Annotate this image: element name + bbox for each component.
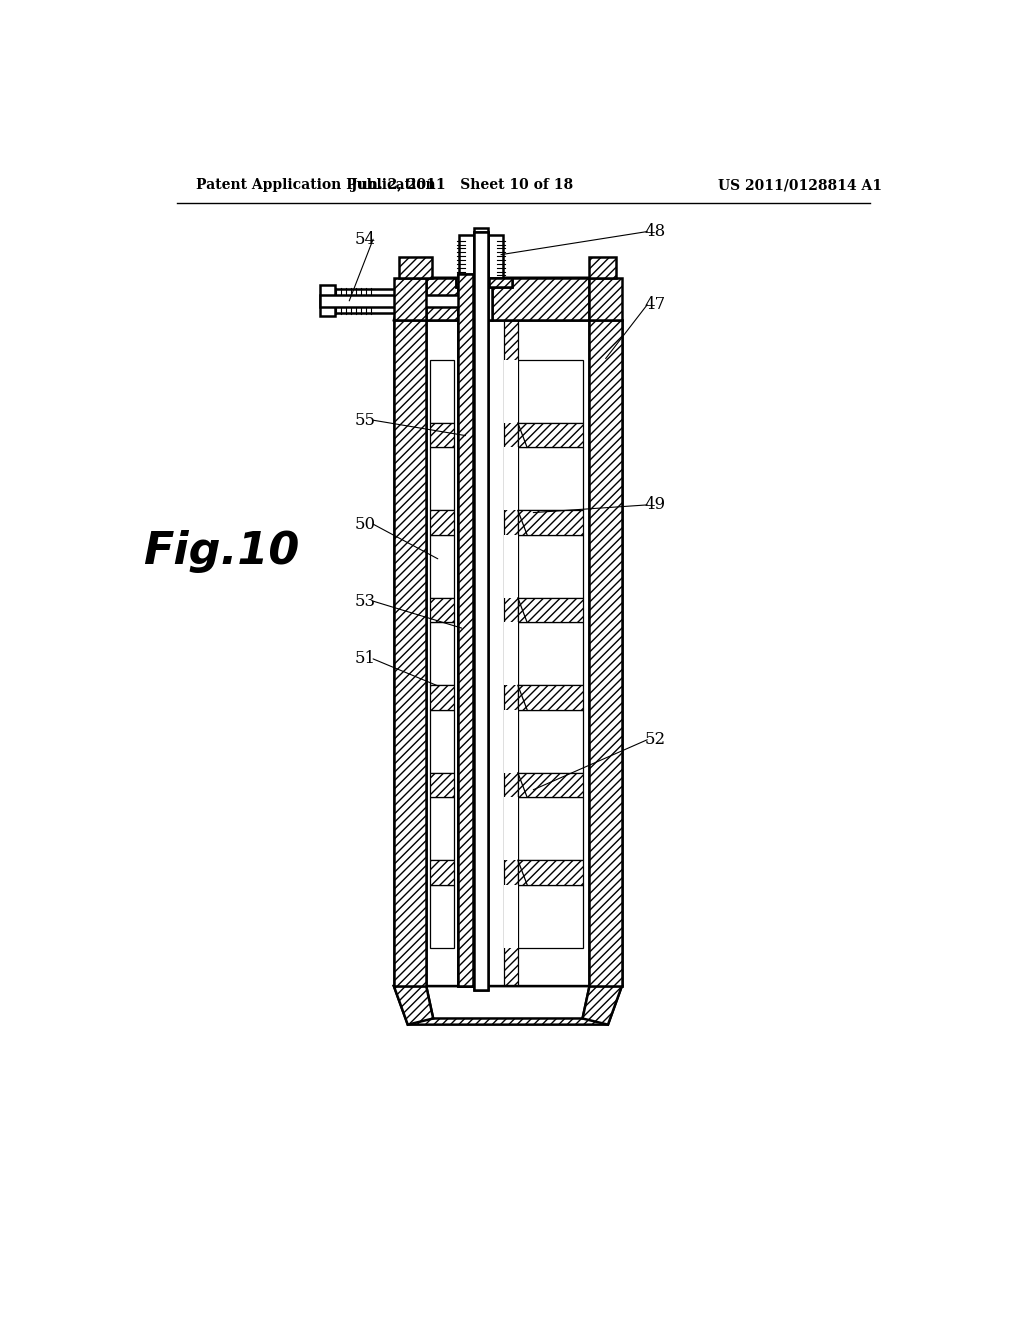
Bar xyxy=(319,294,462,308)
Text: 53: 53 xyxy=(354,593,376,610)
Bar xyxy=(430,685,454,710)
Polygon shape xyxy=(426,986,590,1019)
Bar xyxy=(458,275,473,986)
Bar xyxy=(518,797,584,861)
Bar xyxy=(518,422,584,447)
Bar xyxy=(518,622,584,685)
Bar xyxy=(430,360,454,422)
Bar xyxy=(430,861,454,884)
Bar xyxy=(518,884,584,948)
Bar xyxy=(430,772,454,797)
Text: 48: 48 xyxy=(645,223,667,240)
Bar xyxy=(456,277,512,286)
Bar xyxy=(590,321,622,986)
Bar xyxy=(394,277,426,321)
Bar xyxy=(430,598,454,622)
Bar xyxy=(430,535,454,598)
Text: US 2011/0128814 A1: US 2011/0128814 A1 xyxy=(719,178,883,193)
Bar xyxy=(474,227,487,281)
Polygon shape xyxy=(394,986,433,1024)
Text: 47: 47 xyxy=(645,296,667,313)
Bar xyxy=(518,772,584,797)
Bar xyxy=(426,277,470,321)
Bar xyxy=(518,598,584,622)
Bar xyxy=(590,277,622,321)
Polygon shape xyxy=(583,986,622,1024)
Bar xyxy=(399,257,432,277)
Bar xyxy=(590,257,616,277)
Bar xyxy=(518,511,584,535)
Bar xyxy=(492,277,590,321)
Text: 51: 51 xyxy=(354,651,376,668)
Bar xyxy=(504,884,518,948)
Bar xyxy=(489,277,512,286)
Bar xyxy=(504,447,518,511)
Bar xyxy=(334,289,397,313)
Bar xyxy=(458,275,473,986)
Polygon shape xyxy=(394,986,622,1024)
Bar xyxy=(474,231,487,990)
Bar xyxy=(426,277,590,321)
Polygon shape xyxy=(394,277,622,321)
Bar xyxy=(504,710,518,772)
Bar xyxy=(504,622,518,685)
Bar xyxy=(456,277,472,286)
Bar xyxy=(518,685,584,710)
Bar xyxy=(518,447,584,511)
Bar xyxy=(518,360,584,422)
Text: 52: 52 xyxy=(645,731,666,748)
Bar xyxy=(430,622,454,685)
Bar xyxy=(518,535,584,598)
Bar xyxy=(504,535,518,598)
Text: 50: 50 xyxy=(354,516,376,533)
Bar xyxy=(458,275,473,986)
Text: Fig.10: Fig.10 xyxy=(143,529,300,573)
Bar xyxy=(430,447,454,511)
Bar xyxy=(319,285,336,317)
Text: 54: 54 xyxy=(354,231,376,248)
Text: Jun. 2, 2011   Sheet 10 of 18: Jun. 2, 2011 Sheet 10 of 18 xyxy=(350,178,572,193)
Bar xyxy=(394,321,426,986)
Bar xyxy=(459,235,503,277)
Text: 49: 49 xyxy=(645,496,666,513)
Bar xyxy=(504,797,518,861)
Text: Patent Application Publication: Patent Application Publication xyxy=(196,178,435,193)
Bar xyxy=(430,797,454,861)
Bar xyxy=(430,884,454,948)
Bar xyxy=(470,271,492,321)
Bar xyxy=(426,321,590,986)
Bar xyxy=(518,861,584,884)
Text: 55: 55 xyxy=(354,412,376,429)
Bar xyxy=(430,511,454,535)
Bar xyxy=(430,710,454,772)
Bar xyxy=(504,321,518,986)
Bar xyxy=(590,321,622,986)
Bar xyxy=(430,422,454,447)
Bar xyxy=(518,710,584,772)
Bar xyxy=(474,231,487,990)
Bar xyxy=(504,360,518,422)
Bar xyxy=(394,321,426,986)
